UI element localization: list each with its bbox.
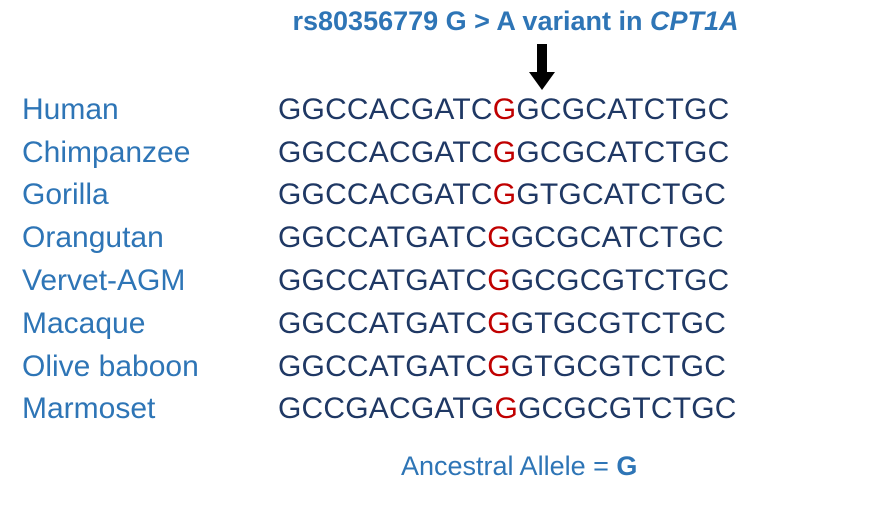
sequence-suffix: GTGCGTCTGC	[510, 350, 727, 383]
sequence-prefix: GGCCACGATC	[278, 93, 493, 126]
species-label: Gorilla	[22, 178, 109, 211]
sequence-prefix: GGCCACGATC	[278, 178, 493, 211]
species-label: Human	[22, 93, 119, 126]
gene-name: CPT1A	[649, 6, 739, 36]
sequence: GGCCATGATCGGTGCGTCTGC	[278, 307, 726, 341]
title-prefix: rs80356779 G > A variant in	[292, 6, 650, 36]
variant-base: G	[487, 221, 511, 254]
variant-base: G	[487, 264, 511, 297]
species-label: Marmoset	[22, 392, 156, 425]
variant-base: G	[494, 392, 518, 425]
sequence-suffix: GCGCATCTGC	[510, 221, 724, 254]
alignment-row: Vervet-AGM GGCCATGATCGGCGCGTCTGC	[0, 264, 871, 304]
sequence-suffix: GCGCGTCTGC	[510, 264, 730, 297]
variant-base: G	[487, 307, 511, 340]
alignment-row: Gorilla GGCCACGATCGGTGCATCTGC	[0, 178, 871, 218]
species-label: Chimpanzee	[22, 136, 191, 169]
sequence-suffix: GTGCGTCTGC	[510, 307, 727, 340]
sequence: GGCCACGATCGGCGCATCTGC	[278, 93, 729, 127]
alignment-row: Marmoset GCCGACGATGGGCGCGTCTGC	[0, 392, 871, 432]
ancestral-allele-value: G	[616, 451, 638, 481]
ancestral-allele-note: Ancestral Allele = G	[401, 451, 637, 482]
sequence-prefix: GGCCACGATC	[278, 136, 493, 169]
ancestral-allele-label: Ancestral Allele =	[401, 451, 617, 481]
species-label: Vervet-AGM	[22, 264, 186, 297]
variant-base: G	[492, 136, 517, 169]
sequence-prefix: GCCGACGATG	[278, 392, 495, 425]
species-label: Macaque	[22, 307, 146, 340]
species-label: Orangutan	[22, 221, 164, 254]
sequence-suffix: GCGCGTCTGC	[518, 392, 737, 425]
sequence-prefix: GGCCATGATC	[278, 307, 488, 340]
alignment-row: Olive baboon GGCCATGATCGGTGCGTCTGC	[0, 350, 871, 390]
sequence: GGCCATGATCGGCGCATCTGC	[278, 221, 724, 255]
variant-base: G	[492, 178, 517, 211]
variant-base: G	[487, 350, 511, 383]
alignment-row: Orangutan GGCCATGATCGGCGCATCTGC	[0, 221, 871, 261]
sequence-suffix: GCGCATCTGC	[516, 136, 730, 169]
sequence-prefix: GGCCATGATC	[278, 350, 488, 383]
sequence: GCCGACGATGGGCGCGTCTGC	[278, 392, 737, 426]
sequence-prefix: GGCCATGATC	[278, 264, 488, 297]
variant-base: G	[492, 93, 517, 126]
sequence: GGCCATGATCGGTGCGTCTGC	[278, 350, 726, 384]
sequence-prefix: GGCCATGATC	[278, 221, 488, 254]
species-label: Olive baboon	[22, 350, 199, 383]
alignment-row: Chimpanzee GGCCACGATCGGCGCATCTGC	[0, 136, 871, 176]
sequence: GGCCACGATCGGTGCATCTGC	[278, 178, 726, 212]
sequence: GGCCATGATCGGCGCGTCTGC	[278, 264, 729, 298]
alignment-row: Human GGCCACGATCGGCGCATCTGC	[0, 93, 871, 133]
variant-position-arrow-icon	[529, 44, 555, 90]
page-title: rs80356779 G > A variant in CPT1A	[0, 6, 871, 37]
sequence-suffix: GCGCATCTGC	[516, 93, 730, 126]
sequence-suffix: GTGCATCTGC	[516, 178, 727, 211]
alignment-row: Macaque GGCCATGATCGGTGCGTCTGC	[0, 307, 871, 347]
sequence: GGCCACGATCGGCGCATCTGC	[278, 136, 729, 170]
